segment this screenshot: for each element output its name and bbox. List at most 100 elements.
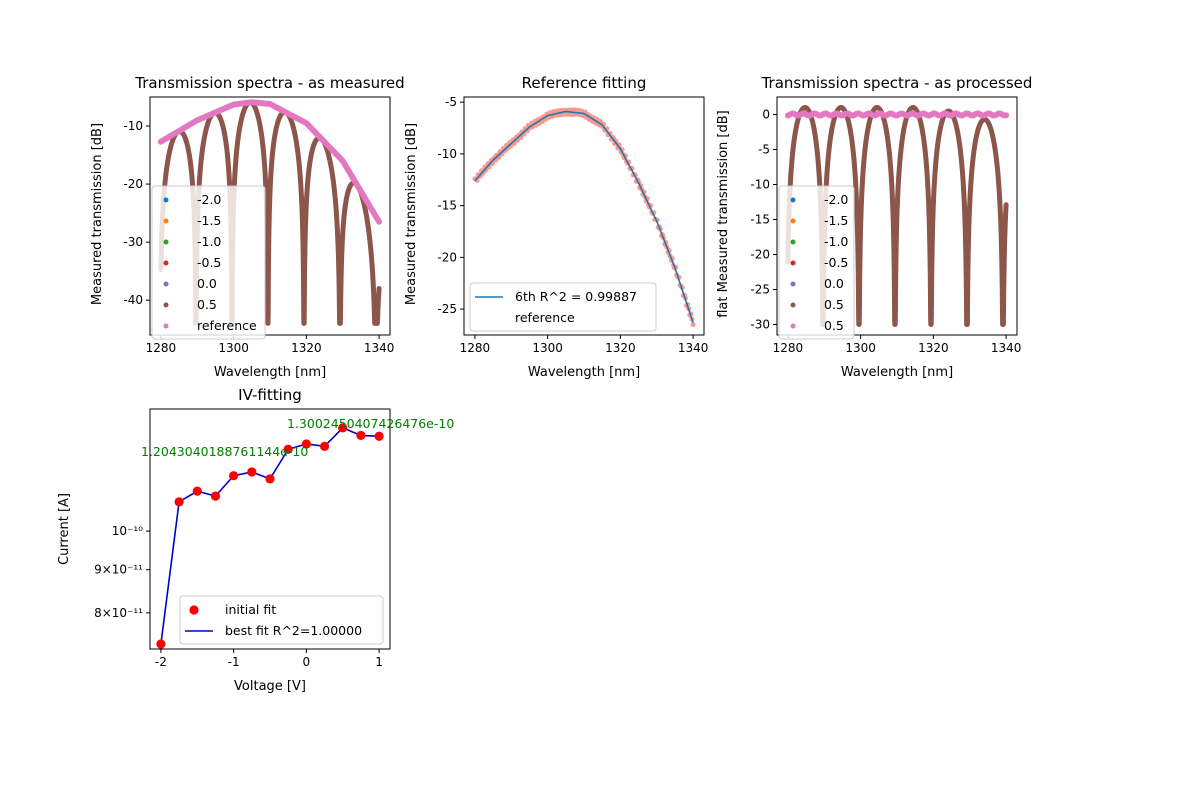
y-tick-label: -15	[437, 199, 457, 213]
y-axis-label: Measured transmission [dB]	[404, 123, 419, 305]
x-tick-label: 1340	[364, 341, 395, 355]
y-tick-label: 10⁻¹⁰	[112, 524, 143, 538]
x-tick-label: 1	[375, 655, 383, 669]
plot-frame	[776, 96, 1018, 336]
y-tick-label: -40	[123, 293, 143, 307]
legend-label: 0.5	[824, 318, 844, 333]
plot-frame	[149, 408, 391, 650]
initial-fit-point	[174, 497, 184, 507]
y-tick-label: -10	[750, 178, 770, 192]
fit-line	[474, 110, 694, 323]
legend-marker	[790, 239, 796, 245]
legend-marker	[163, 302, 169, 308]
legend-label: -2.0	[824, 192, 848, 207]
x-tick-label: 1340	[678, 341, 709, 355]
axes-iv-fitting: IV-fitting Voltage [V] Current [A] -2 -1 0…	[57, 386, 454, 694]
x-tick-label: 1300	[532, 341, 563, 355]
x-tick-label: 1320	[605, 341, 636, 355]
x-tick-label: 0	[303, 655, 311, 669]
legend-marker	[790, 281, 796, 287]
legend-marker	[163, 323, 169, 329]
y-tick-label: 9×10⁻¹¹	[94, 563, 143, 577]
x-tick-label: 1340	[991, 341, 1022, 355]
legend-box	[778, 185, 855, 340]
y-tick-label: -20	[123, 177, 143, 191]
initial-fit-point	[192, 486, 202, 496]
axes-reference-fitting: Reference fitting Wavelength [nm] Measur…	[404, 74, 708, 380]
annotation-min: 1.2043040188761144e-10	[141, 444, 308, 459]
x-tick-label: -2	[155, 655, 167, 669]
initial-fit-point	[156, 639, 166, 649]
legend-marker	[790, 260, 796, 266]
initial-fit-point	[283, 444, 293, 454]
x-tick-label: 1280	[773, 341, 804, 355]
legend-marker	[163, 281, 169, 287]
x-axis-label: Wavelength [nm]	[528, 365, 640, 380]
legend-marker	[790, 218, 796, 224]
x-tick-label: 1320	[291, 341, 322, 355]
y-tick-label: -5	[445, 95, 457, 109]
y-tick-label: 0	[762, 108, 770, 122]
chart-title: Transmission spectra - as processed	[761, 74, 1033, 92]
legend-label: 6th R^2 = 0.99887	[515, 289, 637, 304]
y-tick-label: -20	[750, 248, 770, 262]
chart-title: Reference fitting	[522, 74, 647, 92]
legend-marker	[163, 239, 169, 245]
legend-label: -1.5	[197, 213, 221, 228]
legend-marker	[163, 218, 169, 224]
legend-label: 0.5	[824, 297, 844, 312]
legend-label: best fit R^2=1.00000	[225, 623, 362, 638]
legend-label: reference	[515, 310, 575, 325]
plot-frame	[149, 96, 391, 336]
legend-box	[151, 185, 266, 340]
legend-label: 0.0	[824, 276, 844, 291]
x-tick-label: 1300	[218, 341, 249, 355]
y-tick-label: -25	[750, 283, 770, 297]
y-tick-label: -10	[123, 119, 143, 133]
legend-marker	[189, 605, 199, 615]
y-tick-label: -30	[750, 318, 770, 332]
legend-marker	[790, 302, 796, 308]
legend-label: 0.5	[197, 297, 217, 312]
y-tick-label: -30	[123, 235, 143, 249]
initial-fit-point	[374, 431, 384, 441]
legend-label: reference	[197, 318, 257, 333]
initial-fit-point	[265, 474, 275, 484]
y-tick-label: -25	[437, 302, 457, 316]
x-tick-label: 1320	[918, 341, 949, 355]
y-tick-label: -15	[750, 213, 770, 227]
legend-box	[179, 595, 384, 645]
legend-marker	[163, 260, 169, 266]
legend-box	[469, 282, 657, 332]
y-axis-label: Current [A]	[57, 493, 72, 565]
legend-marker	[790, 197, 796, 203]
x-tick-label: 1280	[460, 341, 491, 355]
legend-label: -1.0	[824, 234, 848, 249]
initial-fit-point	[247, 467, 257, 477]
y-tick-label: -20	[437, 250, 457, 264]
y-tick-label: 8×10⁻¹¹	[94, 606, 143, 620]
legend-label: 0.0	[197, 276, 217, 291]
legend-label: -0.5	[197, 255, 221, 270]
plot-frame	[463, 96, 705, 336]
legend-label: -1.0	[197, 234, 221, 249]
initial-fit-point	[338, 423, 348, 433]
x-tick-label: -1	[228, 655, 240, 669]
legend-marker	[163, 197, 169, 203]
axes-transmission-processed: Transmission spectra - as processed Wave…	[716, 74, 1032, 380]
initial-fit-point	[356, 430, 366, 441]
legend-marker	[790, 323, 796, 329]
legend-label: -0.5	[824, 255, 848, 270]
initial-fit-point	[319, 441, 330, 451]
y-axis-label: flat Measured transmission [dB]	[716, 110, 731, 318]
legend-label: -2.0	[197, 192, 221, 207]
chart-title: IV-fitting	[238, 386, 302, 404]
legend-label: initial fit	[225, 602, 276, 617]
legend-label: -1.5	[824, 213, 848, 228]
chart-title: Transmission spectra - as measured	[134, 74, 404, 92]
initial-fit-point	[210, 491, 221, 501]
x-tick-label: 1280	[146, 341, 177, 355]
y-tick-label: -5	[758, 143, 770, 157]
initial-fit-point	[229, 471, 239, 481]
